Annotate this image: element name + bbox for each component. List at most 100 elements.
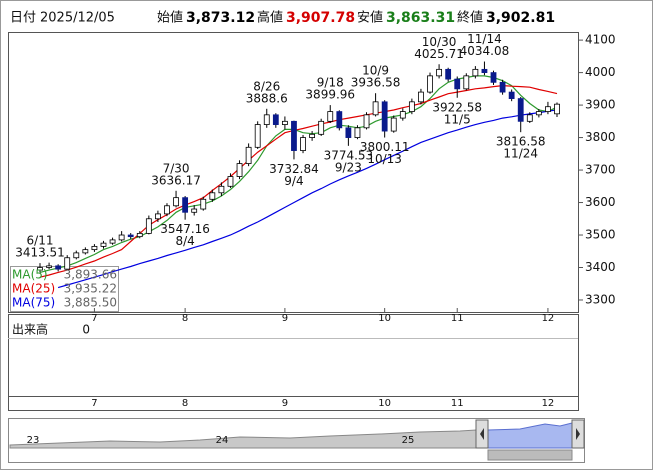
- candle-body: [418, 91, 424, 103]
- candle-body: [100, 242, 107, 247]
- navigator-label: 23: [27, 435, 40, 446]
- x-axis-panel: [8, 396, 579, 411]
- candle-body: [354, 127, 361, 138]
- annotation-date: 9/23: [335, 160, 362, 174]
- annotation-date: 10/9: [362, 64, 389, 78]
- arrow-left: [480, 428, 484, 440]
- candle-body: [427, 75, 433, 93]
- annotation-value: 3899.96: [305, 88, 355, 102]
- annotation-date: 7/30: [163, 161, 190, 175]
- x-tick-label: 8: [182, 313, 188, 324]
- candle-body: [272, 114, 279, 125]
- candle-body: [218, 185, 225, 194]
- x-tick-label: 11: [451, 313, 464, 324]
- candle-body: [300, 137, 306, 151]
- annotation-date: 6/11: [27, 234, 54, 248]
- x-tick-label: 7: [91, 313, 97, 324]
- annotation-date: 10/13: [367, 152, 402, 166]
- candle-body: [37, 267, 43, 271]
- x-tick-label: 9: [282, 313, 288, 324]
- candle-body: [254, 124, 261, 148]
- header-value: 3,873.12: [186, 10, 255, 26]
- navigator-selection: [487, 422, 573, 449]
- scrollbar-thumb[interactable]: [487, 449, 573, 461]
- x-tick-label: 8: [182, 398, 188, 409]
- header-label: 始値: [157, 10, 183, 26]
- annotation-value: 3888.6: [246, 91, 288, 105]
- annotation-date: 11/14: [467, 32, 502, 46]
- candle-body: [363, 114, 370, 129]
- annotation-date: 10/30: [422, 35, 457, 49]
- x-tick-label: 11: [451, 398, 464, 409]
- annotation-value: 3774.53: [324, 148, 374, 162]
- y-tick-label: 3700: [585, 163, 616, 177]
- candle-body: [517, 98, 524, 122]
- y-tick-label: 3500: [585, 228, 616, 242]
- annotation-value: 3800.11: [360, 140, 410, 154]
- candle-body: [127, 234, 134, 238]
- date: 2025/12/05: [40, 11, 115, 26]
- candle-body: [136, 232, 143, 238]
- candle-body: [390, 117, 397, 132]
- volume-tick: 0: [82, 323, 90, 337]
- candle-body: [182, 197, 189, 213]
- navigator-label: 24: [216, 435, 229, 446]
- annotation-value: 3547.16: [160, 222, 210, 236]
- candle-body: [472, 68, 479, 77]
- annotation-value: 4025.71: [414, 47, 464, 61]
- candle-body: [145, 218, 152, 234]
- annotation-date: 8/4: [175, 234, 194, 248]
- candle-body: [155, 213, 161, 220]
- legend-value: 3,893.66: [64, 268, 117, 282]
- header-value: 3,902.81: [486, 10, 555, 26]
- candle-body: [545, 106, 551, 112]
- arrow-right: [576, 428, 580, 440]
- legend-name: MA(5): [12, 268, 48, 282]
- y-tick-label: 3900: [585, 98, 616, 112]
- candle-body: [200, 198, 207, 210]
- candle-body: [381, 101, 388, 132]
- candle-body: [173, 197, 179, 207]
- candle-body: [55, 265, 62, 270]
- x-tick-label: 7: [91, 398, 97, 409]
- annotation-value: 3413.51: [15, 246, 65, 260]
- candle-body: [554, 103, 560, 115]
- candle-body: [463, 75, 470, 90]
- candle-body: [263, 114, 270, 125]
- candle-body: [345, 127, 352, 138]
- y-tick-label: 4100: [585, 33, 616, 47]
- candle-body: [408, 101, 415, 112]
- candle-body: [91, 245, 98, 251]
- candle-body: [336, 111, 343, 129]
- candle-body: [236, 163, 243, 177]
- navigator-label: 25: [402, 435, 415, 446]
- candle-body: [118, 234, 125, 241]
- header-value: 3,863.31: [386, 10, 455, 26]
- candle-body: [281, 120, 288, 125]
- candle-body: [209, 192, 216, 200]
- legend-name: MA(25): [12, 282, 55, 296]
- header-label: 安値: [357, 10, 383, 26]
- annotation-value: 3732.84: [269, 162, 319, 176]
- candle-body: [309, 133, 316, 138]
- annotation-date: 9/18: [317, 76, 344, 90]
- ma-line: [39, 84, 558, 278]
- x-tick-label: 10: [378, 398, 391, 409]
- candle-body: [327, 111, 334, 122]
- x-tick-label: 12: [542, 398, 555, 409]
- main-panel: [8, 32, 579, 313]
- annotation-value: 4034.08: [460, 44, 510, 58]
- candle-body: [318, 120, 325, 135]
- annotation-value: 3936.58: [351, 76, 401, 90]
- candle-body: [64, 257, 71, 270]
- header-value: 3,907.78: [286, 10, 355, 26]
- annotation-value: 3922.58: [432, 100, 482, 114]
- candle-body: [245, 146, 252, 164]
- annotation-date: 8/26: [253, 79, 280, 93]
- header-label: 終値: [457, 10, 483, 26]
- candle-body: [454, 78, 461, 90]
- ma-line: [57, 109, 558, 289]
- candle-body: [499, 81, 506, 93]
- candle-body: [372, 101, 379, 116]
